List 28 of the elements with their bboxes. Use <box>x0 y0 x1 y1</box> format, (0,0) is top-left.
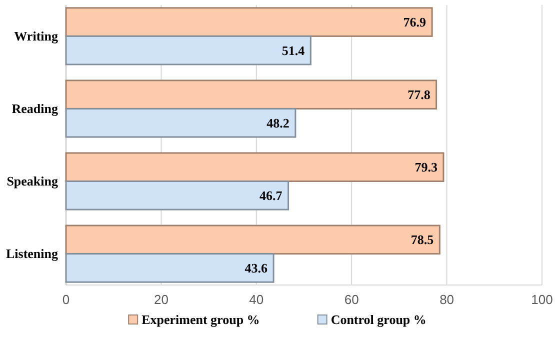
x-tick-label: 80 <box>440 292 454 308</box>
bar <box>65 180 290 210</box>
data-label: 77.8 <box>408 87 431 102</box>
bar <box>65 35 312 66</box>
x-tick-label: 40 <box>249 292 264 308</box>
x-tick-label: 20 <box>154 292 168 308</box>
bar <box>65 224 440 255</box>
data-label: 76.9 <box>403 14 427 30</box>
data-label: 43.6 <box>244 260 268 276</box>
x-tick-label: 100 <box>531 292 553 308</box>
y-tick-label: Speaking <box>6 173 58 188</box>
bar <box>65 80 438 110</box>
y-tick-label: Reading <box>12 100 58 116</box>
bar <box>65 152 444 182</box>
data-label: 46.7 <box>260 188 283 203</box>
y-tick-label: Writing <box>14 28 58 44</box>
x-tick-label: 0 <box>62 292 70 308</box>
data-label: 78.5 <box>410 232 434 248</box>
legend-label: Experiment group % <box>142 312 260 327</box>
y-tick-label: Listening <box>6 246 58 261</box>
legend-label: Control group % <box>330 312 426 327</box>
x-tick-label: 60 <box>344 292 359 308</box>
data-label: 51.4 <box>282 42 306 58</box>
data-label: 48.2 <box>266 115 290 130</box>
data-label: 79.3 <box>414 160 438 175</box>
bar <box>65 108 296 138</box>
bar <box>65 253 274 283</box>
bar <box>65 7 433 37</box>
